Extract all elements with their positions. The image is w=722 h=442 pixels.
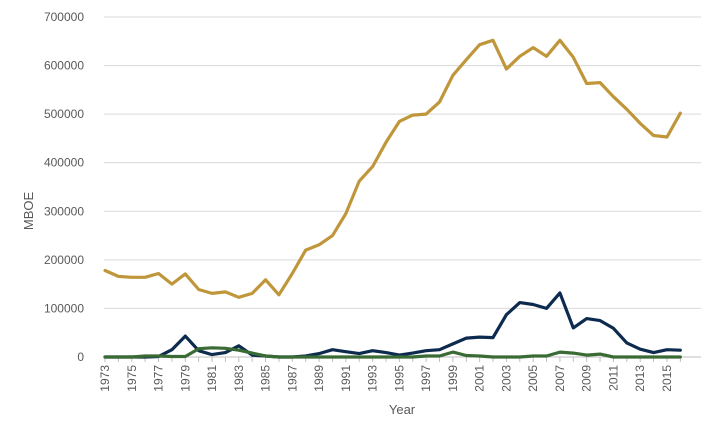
- series-line-1: [103, 38, 682, 299]
- x-tick-label: 1983: [232, 365, 246, 392]
- x-tick-label: 1973: [98, 365, 112, 392]
- series-lines: [103, 38, 682, 359]
- y-tick-label: 100000: [44, 301, 84, 315]
- y-tick-label: 200000: [44, 253, 84, 267]
- x-tick-label: 2013: [633, 365, 647, 392]
- x-tick-label: 1979: [178, 365, 192, 392]
- x-tick-label: 1977: [152, 365, 166, 392]
- y-tick-label: 400000: [44, 156, 84, 170]
- x-tick-label: 2009: [580, 365, 594, 392]
- y-tick-label: 500000: [44, 107, 84, 121]
- x-tick-label: 1981: [205, 365, 219, 392]
- y-tick-label: 300000: [44, 204, 84, 218]
- x-tick-label: 1975: [125, 365, 139, 392]
- x-tick-label: 2003: [499, 365, 513, 392]
- x-tick-label: 1993: [366, 365, 380, 392]
- x-tick-label: 1985: [259, 365, 273, 392]
- series-line-3: [103, 346, 682, 359]
- x-axis-ticks: 1973 1975 1977 1979 1981 1983 1985 1987 1989 1991…: [98, 365, 674, 392]
- x-tick-label: 2015: [660, 365, 674, 392]
- y-tick-label: 700000: [44, 10, 84, 24]
- x-tick-label: 1995: [392, 365, 406, 392]
- x-tick-label: 1987: [285, 365, 299, 392]
- x-tick-label: 2007: [553, 365, 567, 392]
- x-tick-label: 1999: [446, 365, 460, 392]
- gridlines: [104, 16, 701, 362]
- x-tick-label: 1989: [312, 365, 326, 392]
- x-tick-label: 1997: [419, 365, 433, 392]
- y-axis-ticks: 0 100000 200000 300000 400000 500000 600000 700…: [44, 10, 84, 364]
- y-tick-label: 0: [77, 350, 84, 364]
- x-axis-label: Year: [389, 402, 416, 417]
- x-tick-label: 1991: [339, 365, 353, 392]
- x-tick-label: 2011: [606, 365, 620, 391]
- x-tick-label: 2001: [473, 365, 487, 392]
- y-tick-label: 600000: [44, 59, 84, 73]
- y-axis-label: MBOE: [21, 192, 36, 231]
- series-line-2: [103, 291, 682, 359]
- x-tick-label: 2005: [526, 365, 540, 392]
